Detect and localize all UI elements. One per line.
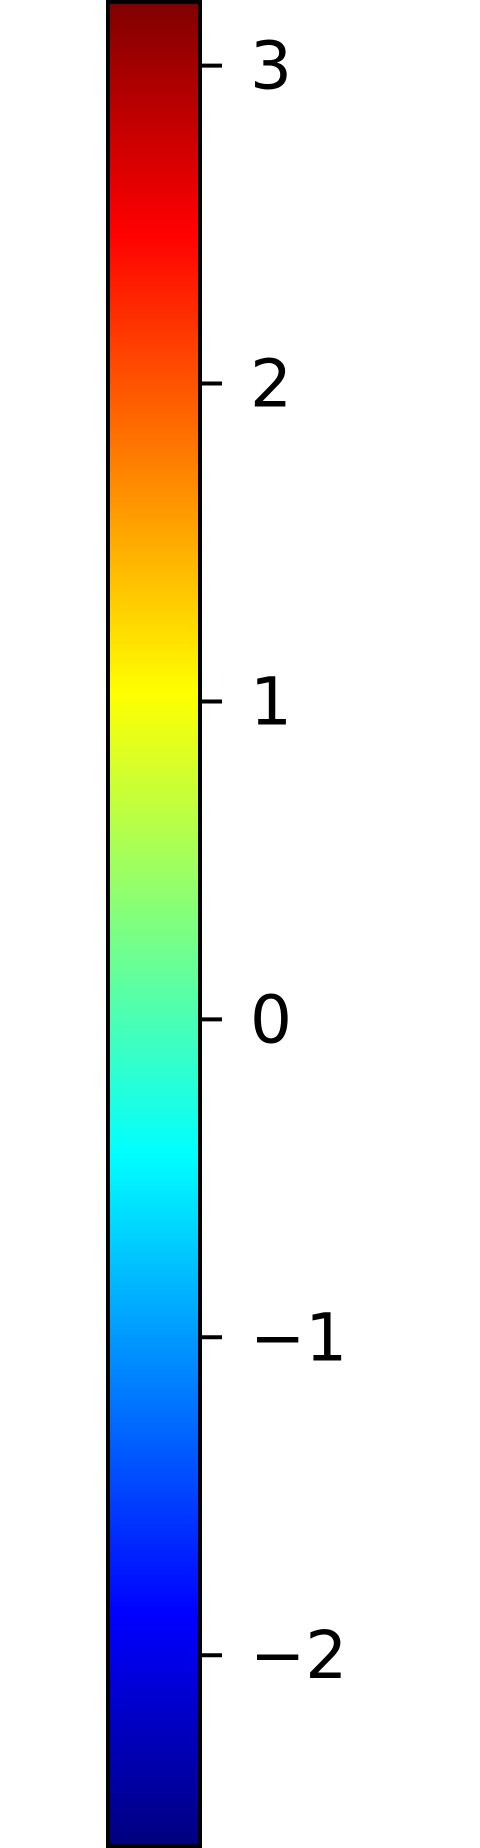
tick-label: −2 xyxy=(250,1617,347,1694)
colorbar-gradient xyxy=(108,2,200,1846)
tick-label: −1 xyxy=(250,1299,347,1376)
tick-label: 1 xyxy=(250,663,292,740)
tick-group: 3 2 1 0 −1 −2 xyxy=(200,28,347,1694)
colorbar-outline xyxy=(106,0,202,1848)
tick-label: 2 xyxy=(250,346,292,423)
tick-label: 3 xyxy=(250,28,292,105)
tick-label: 0 xyxy=(250,981,292,1058)
